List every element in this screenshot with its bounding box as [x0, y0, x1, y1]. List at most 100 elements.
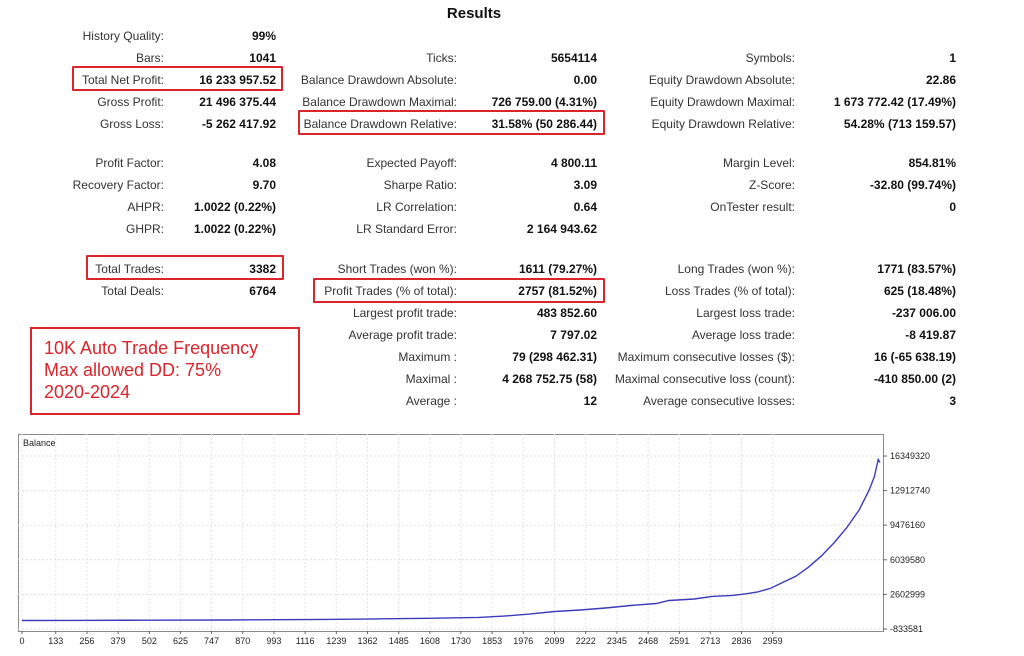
average-loss-trade-label: Average loss trade: [691, 328, 795, 342]
gross-loss-value: -5 262 417.92 [201, 117, 276, 131]
chart-x-tick-label: 625 [173, 636, 188, 646]
ticks-label: Ticks: [426, 51, 457, 65]
balance-drawdown-absolute-label: Balance Drawdown Absolute: [300, 73, 457, 87]
chart-x-tick-label: 1730 [451, 636, 471, 646]
chart-plot-border [18, 434, 884, 632]
ontester-result-value: 0 [949, 200, 956, 214]
annotation-line-2: Max allowed DD: 75% [44, 360, 222, 380]
profit-factor-value: 4.08 [252, 156, 276, 170]
equity-drawdown-relative-value: 54.28% (713 159.57) [843, 117, 956, 131]
profit-trades-value: 2757 (81.52%) [518, 284, 597, 298]
balance-chart-svg: Balance 16349320 12912740 9476160 6039580 26… [18, 434, 930, 646]
average-profit-trade-label: Average profit trade: [348, 328, 457, 342]
average-loss-trade-value: -8 419.87 [905, 328, 956, 342]
lr-correlation-label: LR Correlation: [376, 200, 457, 214]
chart-y-ticks: 16349320 12912740 9476160 6039580 2602999 -83… [883, 451, 930, 634]
equity-drawdown-maximal-value: 1 673 772.42 (17.49%) [833, 95, 956, 109]
ghpr-value: 1.0022 (0.22%) [193, 222, 276, 236]
maximal-consecutive-profit-label: Maximal : [405, 372, 457, 386]
average-consecutive-wins-value: 12 [583, 394, 597, 408]
total-deals-value: 6764 [249, 284, 276, 298]
ghpr-label: GHPR: [125, 222, 164, 236]
highlight-total-net-profit [72, 66, 283, 91]
chart-x-tick-label: 2959 [763, 636, 783, 646]
chart-x-tick-label: 1976 [513, 636, 533, 646]
balance-drawdown-maximal-label: Balance Drawdown Maximal: [302, 95, 457, 109]
chart-x-tick-label: 2836 [731, 636, 751, 646]
balance-drawdown-absolute-value: 0.00 [573, 73, 597, 87]
maximal-consecutive-loss-value: -410 850.00 (2) [873, 372, 956, 386]
gross-profit-label: Gross Profit: [97, 95, 164, 109]
chart-x-tick-label: 2345 [607, 636, 627, 646]
largest-loss-trade-label: Largest loss trade: [696, 306, 795, 320]
profit-factor-label: Profit Factor: [95, 156, 164, 170]
chart-y-tick-label: 16349320 [890, 451, 930, 461]
chart-x-ticks: 0 133 256 379 502 625 747 870 993 1116 1239 1362 148… [19, 631, 783, 646]
chart-y-tick-label: -833581 [890, 624, 923, 634]
long-trades-value: 1771 (83.57%) [877, 262, 956, 276]
total-trades-value: 3382 [249, 262, 276, 276]
sharpe-ratio-value: 3.09 [573, 178, 597, 192]
average-consecutive-losses-label: Average consecutive losses: [643, 394, 795, 408]
equity-drawdown-relative-label: Equity Drawdown Relative: [651, 117, 795, 131]
lr-standard-error-value: 2 164 943.62 [526, 222, 597, 236]
recovery-factor-value: 9.70 [252, 178, 276, 192]
chart-grid [18, 434, 883, 631]
chart-x-tick-label: 1362 [358, 636, 378, 646]
chart-x-tick-label: 747 [204, 636, 219, 646]
symbols-label: Symbols: [745, 51, 795, 65]
maximum-consecutive-losses-value: 16 (-65 638.19) [873, 350, 956, 364]
maximal-consecutive-loss-label: Maximal consecutive loss (count): [614, 372, 795, 386]
loss-trades-label: Loss Trades (% of total): [664, 284, 795, 298]
chart-x-tick-label: 1608 [420, 636, 440, 646]
annotation-line-3: 2020-2024 [44, 382, 131, 402]
chart-x-tick-label: 2099 [544, 636, 564, 646]
maximum-consecutive-losses-label: Maximum consecutive losses ($): [617, 350, 795, 364]
ontester-result-label: OnTester result: [710, 200, 795, 214]
balance-chart: Balance 16349320 12912740 9476160 6039580 26… [18, 434, 1024, 651]
short-trades-label: Short Trades (won %): [337, 262, 457, 276]
total-deals-label: Total Deals: [101, 284, 164, 298]
chart-x-tick-label: 256 [79, 636, 94, 646]
gross-profit-value: 21 496 375.44 [199, 95, 276, 109]
loss-trades-value: 625 (18.48%) [883, 284, 956, 298]
chart-y-tick-label: 6039580 [890, 555, 925, 565]
profit-trades-label: Profit Trades (% of total): [324, 284, 457, 298]
chart-x-tick-label: 1116 [296, 636, 315, 646]
average-profit-trade-value: 7 797.02 [550, 328, 597, 342]
ahpr-value: 1.0022 (0.22%) [193, 200, 276, 214]
history-quality-value: 99% [251, 29, 276, 43]
maximum-consecutive-wins-value: 79 (298 462.31) [512, 350, 597, 364]
ahpr-label: AHPR: [127, 200, 164, 214]
short-trades-value: 1611 (79.27%) [518, 262, 597, 276]
largest-profit-trade-label: Largest profit trade: [352, 306, 457, 320]
chart-x-tick-label: 502 [142, 636, 157, 646]
bars-label: Bars: [135, 51, 164, 65]
history-quality-label: History Quality: [82, 29, 164, 43]
highlight-profit-trades [313, 278, 605, 303]
expected-payoff-label: Expected Payoff: [366, 156, 457, 170]
total-net-profit-label: Total Net Profit: [81, 73, 164, 87]
total-trades-label: Total Trades: [95, 262, 164, 276]
chart-y-tick-label: 2602999 [890, 589, 925, 599]
lr-standard-error-label: LR Standard Error: [356, 222, 457, 236]
maximum-consecutive-wins-label: Maximum : [398, 350, 457, 364]
margin-level-label: Margin Level: [722, 156, 795, 170]
results-stats: History Quality: 99% Bars: 1041 Total Ne… [72, 29, 956, 408]
total-net-profit-value: 16 233 957.52 [199, 73, 276, 87]
chart-x-tick-label: 0 [19, 636, 24, 646]
average-consecutive-wins-label: Average : [405, 394, 457, 408]
margin-level-value: 854.81% [908, 156, 956, 170]
largest-profit-trade-value: 483 852.60 [536, 306, 597, 320]
ticks-value: 5654114 [550, 51, 597, 65]
balance-line [21, 457, 881, 622]
chart-y-tick-label: 12912740 [890, 486, 930, 496]
balance-drawdown-relative-label: Balance Drawdown Relative: [303, 117, 457, 131]
chart-x-tick-label: 2468 [638, 636, 658, 646]
chart-x-tick-label: 379 [111, 636, 126, 646]
z-score-label: Z-Score: [748, 178, 795, 192]
equity-drawdown-absolute-value: 22.86 [925, 73, 956, 87]
chart-y-tick-label: 9476160 [890, 520, 925, 530]
annotation-box: 10K Auto Trade Frequency Max allowed DD:… [30, 327, 300, 415]
symbols-value: 1 [949, 51, 956, 65]
